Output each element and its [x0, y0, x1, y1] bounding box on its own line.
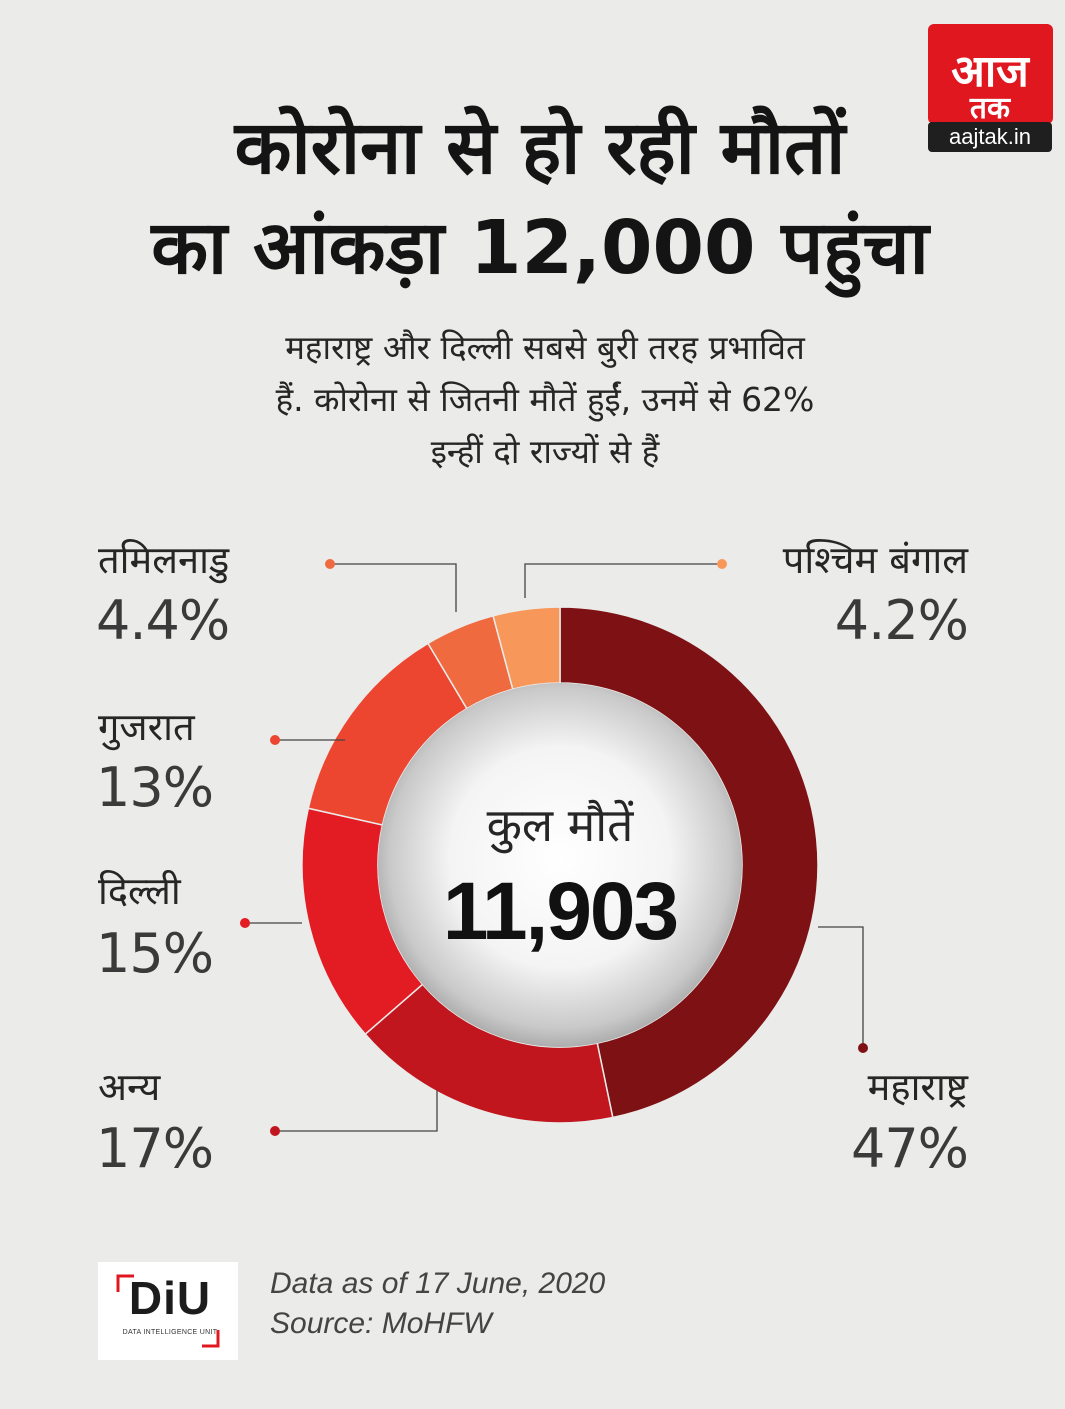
value-tamil-nadu: 4.4%: [96, 589, 230, 652]
donut-hole: [378, 683, 742, 1047]
leader-line-tamil-nadu: [330, 563, 457, 612]
label-maharashtra: महाराष्ट्र: [867, 1065, 968, 1109]
leader-line-west-bengal: [524, 563, 722, 598]
diu-logo-frame: [116, 1274, 220, 1348]
label-delhi: दिल्ली: [98, 869, 181, 913]
leader-line-others: [275, 1090, 438, 1132]
svg-text:आज: आज: [951, 46, 1030, 97]
donut-slices: [301, 606, 819, 1124]
value-west-bengal: 4.2%: [834, 589, 969, 652]
leader-dot-tamil-nadu: [325, 559, 335, 569]
value-gujarat: 13%: [96, 756, 214, 819]
label-west-bengal: पश्चिम बंगाल: [782, 538, 968, 582]
leader-dots: [240, 559, 868, 1136]
leader-dot-west-bengal: [717, 559, 727, 569]
value-others: 17%: [96, 1117, 214, 1180]
leader-dot-others: [270, 1126, 280, 1136]
label-tamil-nadu: तमिलनाडु: [98, 538, 230, 582]
svg-text:तक: तक: [969, 91, 1011, 126]
leader-dot-delhi: [240, 918, 250, 928]
data-date-note: Data as of 17 June, 2020: [270, 1267, 606, 1300]
total-deaths-value: 11,903: [442, 866, 679, 957]
leader-lines: [245, 563, 864, 1132]
leader-line-maharashtra: [818, 926, 864, 1048]
data-source: Source: MoHFW: [270, 1307, 492, 1340]
diu-logo-text: DiU: [128, 1272, 212, 1324]
label-others: अन्य: [98, 1065, 161, 1109]
subtitle: महाराष्ट्र और दिल्ली सबसे बुरी तरह प्रभा…: [150, 322, 940, 478]
page-title: कोरोना से हो रही मौतों का आंकड़ा 12,000 …: [110, 98, 970, 298]
title-line-2: का आंकड़ा 12,000 पहुंचा: [151, 205, 929, 291]
subtitle-line-2: हैं. कोरोना से जितनी मौतें हुईं, उनमें स…: [275, 380, 815, 419]
value-maharashtra: 47%: [850, 1117, 969, 1180]
value-delhi: 15%: [96, 922, 214, 985]
site-name[interactable]: aajtak.in: [928, 122, 1052, 152]
total-deaths-label: कुल मौतें: [486, 798, 634, 852]
subtitle-line-3: इन्हीं दो राज्यों से हैं: [430, 432, 660, 471]
diu-logo: [98, 1262, 238, 1360]
title-line-1: कोरोना से हो रही मौतों: [234, 105, 846, 191]
leader-dot-gujarat: [270, 735, 280, 745]
diu-logo-subtext: DATA INTELLIGENCE UNIT: [122, 1329, 218, 1336]
aajtak-logo: आज तक: [928, 24, 1053, 139]
label-gujarat: गुजरात: [98, 705, 195, 749]
leader-dot-maharashtra: [858, 1043, 868, 1053]
subtitle-line-1: महाराष्ट्र और दिल्ली सबसे बुरी तरह प्रभा…: [285, 328, 805, 367]
